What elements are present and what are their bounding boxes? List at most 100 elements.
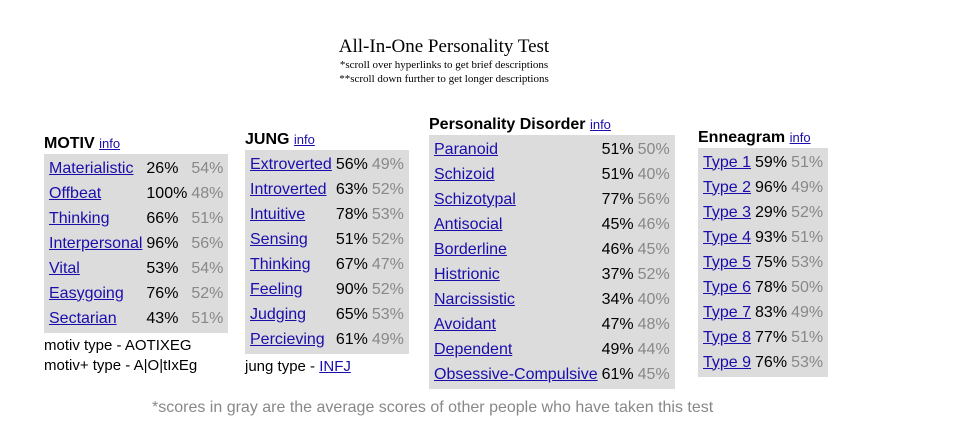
jung-score: 65% [335, 305, 368, 323]
enneagram-score: 29% [755, 203, 788, 221]
enneagram-score: 78% [755, 278, 788, 296]
jung-row: Sensing 51% 52% [248, 227, 406, 252]
motiv-table-box: Materialistic 26% 54% Offbeat 100% 48% Thinkin… [44, 154, 229, 333]
enneagram-trait-link[interactable]: Type 1 [703, 153, 752, 171]
jung-average-score: 52% [371, 180, 404, 198]
motiv-row: Easygoing 76% 52% [47, 281, 225, 306]
enneagram-row: Type 4 93% 51% [701, 225, 825, 250]
disorder-row: Avoidant 47% 48% [432, 312, 672, 337]
enneagram-trait-link[interactable]: Type 5 [703, 253, 752, 271]
enneagram-score: 96% [755, 178, 788, 196]
disorder-score: 34% [601, 290, 634, 308]
page-title: All-In-One Personality Test [338, 36, 550, 57]
disorder-trait-link[interactable]: Borderline [434, 240, 507, 258]
jung-row: Extroverted 56% 49% [248, 152, 406, 177]
enneagram-score: 93% [755, 228, 788, 246]
enneagram-section: Enneagram info Type 1 59% 51% Type 2 96% 49% T… [698, 128, 829, 377]
jung-score: 56% [335, 155, 368, 173]
disorder-average-score: 40% [637, 165, 670, 183]
enneagram-trait-link[interactable]: Type 2 [703, 178, 752, 196]
enneagram-info-link[interactable]: info [789, 130, 811, 145]
enneagram-row: Type 1 59% 51% [701, 150, 825, 175]
motiv-row: Vital 53% 54% [47, 256, 225, 281]
enneagram-trait-link[interactable]: Type 3 [703, 203, 752, 221]
motiv-average-score: 52% [191, 284, 224, 302]
jung-trait-link[interactable]: Intuitive [250, 205, 306, 223]
motiv-table: Materialistic 26% 54% Offbeat 100% 48% Thinkin… [47, 156, 225, 331]
enneagram-row: Type 6 78% 50% [701, 275, 825, 300]
jung-table: Extroverted 56% 49% Introverted 63% 52% Intuit… [248, 152, 406, 352]
disorder-row: Antisocial 45% 46% [432, 212, 672, 237]
jung-trait-link[interactable]: Introverted [250, 180, 327, 198]
disorder-score: 51% [601, 165, 634, 183]
enneagram-average-score: 51% [791, 228, 824, 246]
disorder-trait-link[interactable]: Paranoid [434, 140, 499, 158]
enneagram-average-score: 49% [791, 303, 824, 321]
motiv-score: 66% [146, 209, 179, 227]
enneagram-trait-link[interactable]: Type 7 [703, 303, 752, 321]
jung-score: 78% [335, 205, 368, 223]
disorder-trait-link[interactable]: Avoidant [434, 315, 496, 333]
motiv-type: motiv type - AOTIXEG [44, 337, 192, 354]
disorder-row: Borderline 46% 45% [432, 237, 672, 262]
enneagram-average-score: 53% [791, 253, 824, 271]
motiv-score: 76% [146, 284, 179, 302]
motiv-trait-link[interactable]: Vital [49, 259, 80, 277]
jung-info-link[interactable]: info [293, 132, 315, 147]
disorder-trait-link[interactable]: Histrionic [434, 265, 500, 283]
disorder-average-score: 45% [637, 240, 670, 258]
motiv-average-score: 54% [191, 259, 224, 277]
disorder-trait-link[interactable]: Dependent [434, 340, 513, 358]
disorder-title: Personality Disorder info [429, 116, 611, 133]
jung-trait-link[interactable]: Extroverted [250, 155, 332, 173]
jung-row: Intuitive 78% 53% [248, 202, 406, 227]
enneagram-average-score: 53% [791, 353, 824, 371]
motiv-trait-link[interactable]: Sectarian [49, 309, 117, 327]
disorder-average-score: 40% [637, 290, 670, 308]
disorder-average-score: 52% [637, 265, 670, 283]
motiv-plus-type: motiv+ type - A|O|tIxEg [44, 357, 198, 374]
motiv-trait-link[interactable]: Materialistic [49, 159, 134, 177]
jung-row: Judging 65% 53% [248, 302, 406, 327]
jung-trait-link[interactable]: Sensing [250, 230, 308, 248]
disorder-trait-link[interactable]: Schizotypal [434, 190, 516, 208]
enneagram-trait-link[interactable]: Type 9 [703, 353, 752, 371]
jung-trait-link[interactable]: Feeling [250, 280, 303, 298]
jung-average-score: 52% [371, 230, 404, 248]
disorder-row: Schizotypal 77% 56% [432, 187, 672, 212]
disorder-score: 47% [601, 315, 634, 333]
jung-type-link[interactable]: INFJ [319, 358, 351, 375]
motiv-trait-link[interactable]: Offbeat [49, 184, 102, 202]
motiv-info-link[interactable]: info [99, 136, 121, 151]
motiv-trait-link[interactable]: Thinking [49, 209, 110, 227]
enneagram-title: Enneagram info [698, 129, 811, 146]
disorder-section: Personality Disorder info Paranoid 51% 50%… [429, 115, 675, 389]
disorder-info-link[interactable]: info [589, 117, 611, 132]
jung-trait-link[interactable]: Percieving [250, 330, 325, 348]
jung-trait-link[interactable]: Thinking [250, 255, 311, 273]
disorder-row: Dependent 49% 44% [432, 337, 672, 362]
disorder-trait-link[interactable]: Narcissistic [434, 290, 515, 308]
page-header: All-In-One Personality Test *scroll over… [0, 36, 888, 86]
enneagram-score: 83% [755, 303, 788, 321]
disorder-table-box: Paranoid 51% 50% Schizoid 51% 40% Schizotypal 7… [429, 135, 675, 389]
motiv-score: 96% [146, 234, 179, 252]
disorder-trait-link[interactable]: Antisocial [434, 215, 503, 233]
enneagram-row: Type 9 76% 53% [701, 350, 825, 375]
enneagram-score: 76% [755, 353, 788, 371]
enneagram-trait-link[interactable]: Type 4 [703, 228, 752, 246]
motiv-average-score: 51% [191, 309, 224, 327]
disorder-average-score: 45% [637, 365, 670, 383]
hover-note: *scroll over hyperlinks to get brief des… [339, 59, 549, 71]
jung-row: Feeling 90% 52% [248, 277, 406, 302]
disorder-score: 37% [601, 265, 634, 283]
enneagram-trait-link[interactable]: Type 6 [703, 278, 752, 296]
motiv-trait-link[interactable]: Easygoing [49, 284, 124, 302]
jung-trait-link[interactable]: Judging [250, 305, 307, 323]
disorder-trait-link[interactable]: Obsessive-Compulsive [434, 365, 598, 383]
disorder-trait-link[interactable]: Schizoid [434, 165, 495, 183]
disorder-score: 61% [601, 365, 634, 383]
enneagram-trait-link[interactable]: Type 8 [703, 328, 752, 346]
motiv-trait-link[interactable]: Interpersonal [49, 234, 143, 252]
motiv-row: Offbeat 100% 48% [47, 181, 225, 206]
